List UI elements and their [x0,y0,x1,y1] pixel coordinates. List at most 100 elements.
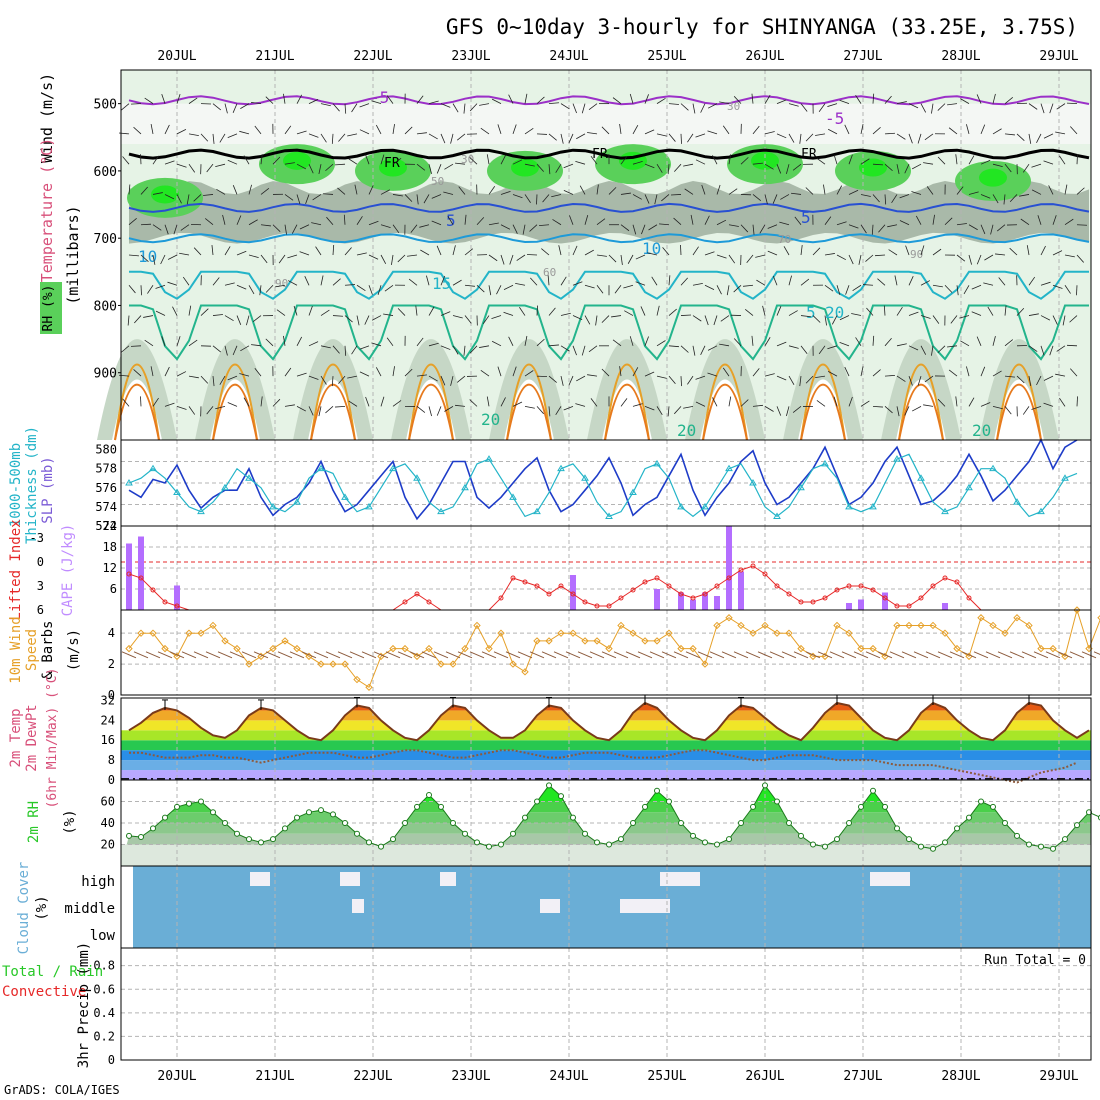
wind-barb [176,405,187,410]
wind-barb [932,284,943,288]
wind-barb [265,96,274,104]
wind-barb [956,285,959,296]
wind-barb [536,163,544,172]
wind-barb [1059,155,1066,165]
wind-barb [440,375,446,386]
wind-barb [923,404,934,407]
wind-barb-10m [385,651,401,659]
wind-barb [908,375,913,386]
series-marker [917,474,925,481]
wind-barb [1004,163,1012,173]
axis-label-precip: 3hr Precip (mm) [76,942,92,1068]
wind-barb [990,224,994,235]
wind-barb [752,162,763,165]
wind-barb [212,376,215,387]
wind-barb [541,248,550,256]
wind-barbs [119,93,1088,417]
tick-label-lifted: 3 [37,579,44,593]
axis-label-speed: Speed [24,629,40,671]
series-marker [461,483,469,491]
wind-speed-marker [1001,629,1009,637]
wind-barb [776,133,787,139]
wind-barb [464,284,475,287]
series-marker [437,507,445,515]
wind-speed-marker [1049,644,1057,653]
wind-barb [823,184,826,195]
series-marker [965,483,973,491]
rh2m-marker [738,820,744,826]
rh2m-marker [690,832,696,839]
wind-barb [1040,103,1045,114]
wind-barb [320,133,327,143]
wind-barb [392,123,395,134]
wind-barb [548,164,551,175]
wind-barb [848,154,853,165]
wind-barb [440,133,446,144]
wind-barb [716,184,721,195]
wind-barb [1066,344,1078,347]
wind-barb [160,254,166,265]
wind-barb [860,400,870,407]
series-marker [221,483,229,491]
wind-barb [173,224,178,235]
wind-barb [572,281,583,286]
axis-label-thickness: 1000-500mb [8,443,24,527]
wind-barb [356,284,366,292]
wind-barb [318,406,322,417]
wind-barb-10m [1009,651,1025,659]
wind-barb [371,315,382,321]
rh-shade-bright [511,158,539,177]
wind-barb [572,245,578,256]
wind-barb [896,133,906,140]
wind-barb-10m [949,651,965,659]
tick-label-thickness: 578 [95,462,117,476]
wind-barb [968,254,972,265]
wind-barb-10m [445,651,461,659]
isotherm-warm [604,363,650,441]
wind-barb [984,254,994,261]
rh2m-marker [822,843,828,850]
date-label-bottom: 28JUL [941,1069,980,1084]
wind-barb-10m [877,651,893,659]
date-label-bottom: 20JUL [157,1069,196,1084]
wind-barb [894,275,898,286]
wind-barb [212,103,222,111]
wind-barb [224,103,228,114]
wind-barb [122,156,130,165]
isotherm-warm [310,363,356,441]
wind-barb [937,345,946,354]
wind-barb-10m [757,651,773,659]
wind-barb [1076,254,1084,263]
wind-barb [200,133,209,142]
wind-barb [744,308,754,316]
wind-barb [526,254,538,256]
wind-barb [332,244,335,256]
wind-barb [452,345,459,355]
wind-barb [497,366,502,377]
wind-barb [239,130,250,135]
wind-barb [865,254,874,262]
tick-label-temp: 32 [101,693,115,707]
wind-barb [338,133,346,142]
series-marker [173,488,181,496]
cape-bar [138,536,144,610]
wind-barb [444,163,454,170]
wind-barb [161,336,166,346]
wind-barb [1016,133,1025,142]
tick-label-temp: 0 [108,773,115,787]
wind-barb [344,315,353,323]
date-label-top: 21JUL [255,49,294,64]
wind-barb [680,277,688,286]
wind-barb [960,340,970,347]
wind-barb [701,184,706,195]
cloud-gap [870,872,910,886]
wind-barb [611,315,622,318]
wind-barb [1056,103,1066,110]
wind-barb [995,253,1006,256]
wind-barb [647,252,658,256]
wind-barb-10m [997,651,1013,659]
wind-barb [959,315,970,319]
wind-barb [500,190,511,195]
lifted-index-marker [546,591,552,597]
wind-barb [1004,406,1012,415]
